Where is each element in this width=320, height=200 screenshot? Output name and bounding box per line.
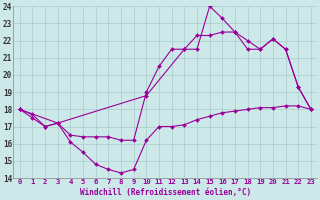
X-axis label: Windchill (Refroidissement éolien,°C): Windchill (Refroidissement éolien,°C) [80, 188, 251, 197]
